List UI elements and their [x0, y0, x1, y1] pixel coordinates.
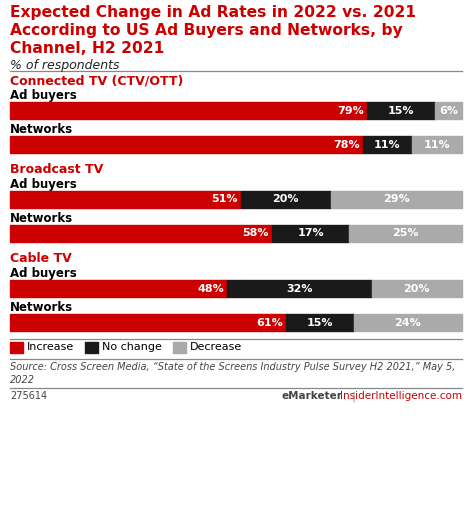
- Text: 58%: 58%: [243, 228, 269, 238]
- Bar: [173, 342, 186, 353]
- Bar: [412, 136, 462, 153]
- Text: 79%: 79%: [337, 106, 364, 116]
- Text: 29%: 29%: [383, 194, 410, 205]
- Text: |: |: [349, 391, 359, 401]
- Text: Ad buyers: Ad buyers: [10, 267, 77, 280]
- Text: % of respondents: % of respondents: [10, 59, 119, 72]
- Bar: [10, 102, 367, 119]
- Text: 11%: 11%: [424, 139, 450, 150]
- Bar: [362, 136, 412, 153]
- Text: 48%: 48%: [197, 283, 224, 294]
- Text: Broadcast TV: Broadcast TV: [10, 163, 103, 176]
- Text: 20%: 20%: [273, 194, 299, 205]
- Bar: [227, 280, 372, 297]
- Text: 275614: 275614: [10, 391, 47, 401]
- Text: Ad buyers: Ad buyers: [10, 178, 77, 191]
- Text: Connected TV (CTV/OTT): Connected TV (CTV/OTT): [10, 74, 183, 87]
- Bar: [10, 342, 23, 353]
- Text: Channel, H2 2021: Channel, H2 2021: [10, 41, 164, 56]
- Text: Increase: Increase: [27, 342, 74, 353]
- Bar: [349, 225, 462, 242]
- Text: Networks: Networks: [10, 123, 73, 136]
- Bar: [241, 191, 331, 208]
- Text: 15%: 15%: [306, 318, 333, 327]
- Text: According to US Ad Buyers and Networks, by: According to US Ad Buyers and Networks, …: [10, 23, 403, 38]
- Text: 6%: 6%: [439, 106, 458, 116]
- Text: No change: No change: [102, 342, 162, 353]
- Text: 17%: 17%: [297, 228, 324, 238]
- Text: 11%: 11%: [374, 139, 401, 150]
- Text: 25%: 25%: [392, 228, 419, 238]
- Bar: [10, 191, 241, 208]
- Bar: [272, 225, 349, 242]
- Bar: [286, 314, 353, 331]
- Text: InsiderIntelligence.com: InsiderIntelligence.com: [340, 391, 462, 401]
- Text: 78%: 78%: [333, 139, 360, 150]
- Text: 61%: 61%: [256, 318, 283, 327]
- Bar: [85, 342, 98, 353]
- Text: 15%: 15%: [388, 106, 414, 116]
- Text: Ad buyers: Ad buyers: [10, 89, 77, 102]
- Text: 20%: 20%: [404, 283, 430, 294]
- Text: Expected Change in Ad Rates in 2022 vs. 2021: Expected Change in Ad Rates in 2022 vs. …: [10, 5, 416, 20]
- Bar: [367, 102, 435, 119]
- Text: eMarketer: eMarketer: [281, 391, 342, 401]
- Bar: [10, 136, 362, 153]
- Bar: [435, 102, 462, 119]
- Text: Source: Cross Screen Media, “State of the Screens Industry Pulse Survey H2 2021,: Source: Cross Screen Media, “State of th…: [10, 362, 455, 385]
- Text: Networks: Networks: [10, 301, 73, 314]
- Bar: [353, 314, 462, 331]
- Text: 32%: 32%: [286, 283, 313, 294]
- Bar: [10, 280, 227, 297]
- Bar: [331, 191, 462, 208]
- Bar: [372, 280, 462, 297]
- Bar: [10, 314, 286, 331]
- Text: Cable TV: Cable TV: [10, 252, 72, 265]
- Text: Networks: Networks: [10, 212, 73, 225]
- Text: Decrease: Decrease: [190, 342, 242, 353]
- Text: 51%: 51%: [211, 194, 237, 205]
- Bar: [10, 225, 272, 242]
- Text: 24%: 24%: [394, 318, 421, 327]
